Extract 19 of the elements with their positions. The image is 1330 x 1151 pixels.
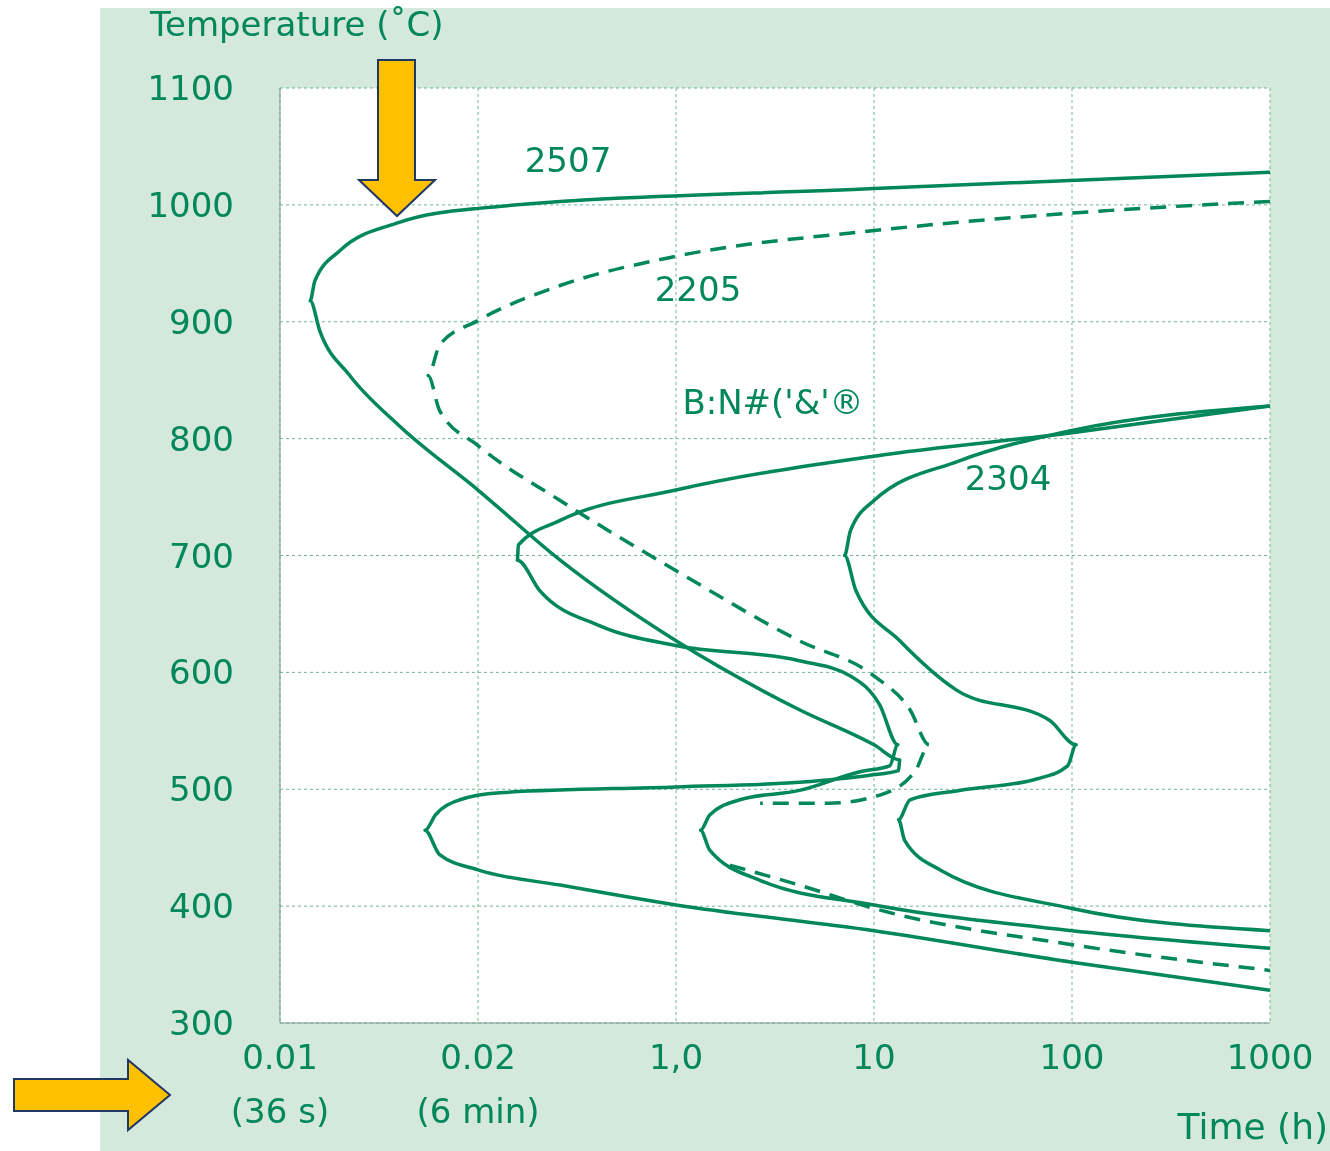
series-label: 2507 bbox=[523, 140, 613, 180]
y-tick-label: 1000 bbox=[147, 184, 234, 225]
y-tick-label: 1100 bbox=[147, 68, 234, 108]
y-tick-label: 400 bbox=[169, 886, 234, 927]
x-tick-label: 1000 bbox=[1226, 1037, 1314, 1077]
series-label: B:N#('&'® bbox=[681, 382, 865, 422]
x-tick-label: 1,0 bbox=[648, 1037, 704, 1077]
y-tick-label: 500 bbox=[169, 769, 234, 810]
y-tick-label: 600 bbox=[169, 652, 234, 693]
y-tick-label: 900 bbox=[169, 301, 234, 342]
y-tick-label: 800 bbox=[169, 418, 234, 459]
y-tick-label: 700 bbox=[169, 535, 234, 576]
series-label: 2205 bbox=[653, 269, 743, 309]
y-axis-title: Temperature (˚C) bbox=[150, 4, 444, 44]
x-tick-label: 10 bbox=[852, 1037, 896, 1077]
x-tick-label: 100 bbox=[1039, 1037, 1105, 1077]
x-axis-title: Time (h) bbox=[1177, 1106, 1328, 1147]
x-tick-label: 0.02 (6 min) bbox=[416, 1037, 540, 1131]
series-label: 2304 bbox=[963, 458, 1053, 498]
